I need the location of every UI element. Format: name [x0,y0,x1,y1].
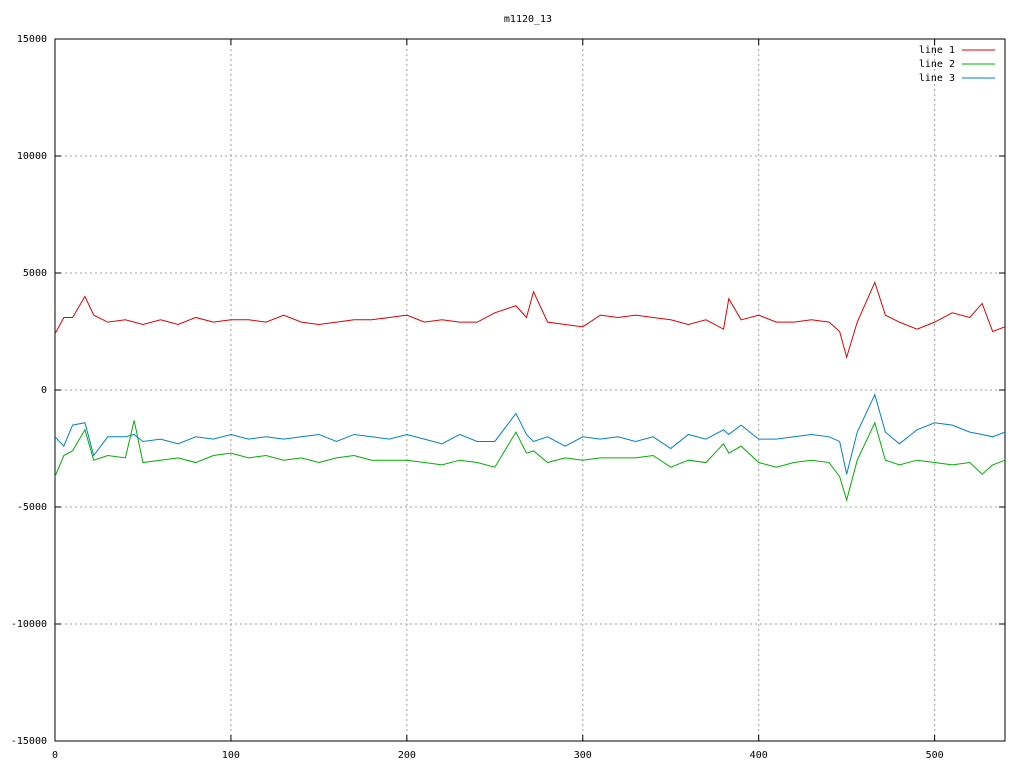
y-tick-label: 15000 [17,34,47,45]
y-tick-label: 5000 [23,268,47,279]
legend-label: line 1 [919,45,955,56]
x-tick-label: 100 [222,750,240,761]
y-tick-label: -5000 [17,502,47,513]
x-tick-label: 200 [398,750,416,761]
chart-title: m1120_13 [504,14,552,25]
y-tick-label: -15000 [11,736,47,747]
series-line [54,393,1006,475]
y-tick-label: 10000 [17,151,47,162]
series-line [54,420,1006,502]
series-line [54,280,1006,360]
plot-frame [54,38,1006,742]
y-tick-label: 0 [41,385,47,396]
x-tick-label: 400 [750,750,768,761]
legend-label: line 3 [919,73,955,84]
y-tick-label: -10000 [11,619,47,630]
x-tick-label: 500 [926,750,944,761]
x-tick-label: 0 [52,750,58,761]
x-tick-label: 300 [574,750,592,761]
legend-label: line 2 [919,59,955,70]
